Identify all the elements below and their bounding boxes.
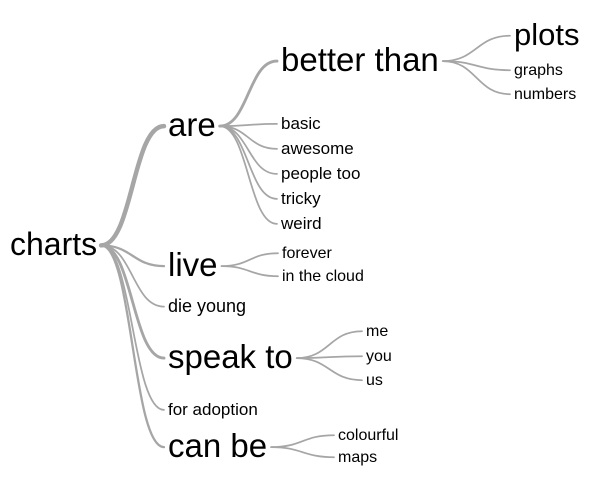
word-for-adoption: for adoption [168, 400, 258, 419]
word-are: are [168, 106, 216, 143]
link-to-live [99, 244, 166, 268]
word-die-young: die young [168, 296, 246, 316]
link-to-plots [441, 34, 511, 62]
link-to-can-be [99, 244, 166, 449]
link-to-in-the-cloud [220, 265, 279, 278]
branch-links [98, 34, 511, 459]
link-to-colourful [270, 434, 335, 448]
link-to-us [295, 357, 363, 382]
link-to-people-too [218, 125, 278, 175]
word-speak-to: speak to [168, 338, 293, 375]
link-to-better-than [218, 59, 279, 128]
link-to-for-adoption [100, 244, 165, 411]
word-awesome: awesome [281, 139, 354, 158]
word-us: us [366, 372, 383, 389]
word-can-be: can be [168, 427, 267, 464]
link-to-forever [220, 252, 279, 267]
word-colourful: colourful [338, 427, 398, 444]
word-you: you [366, 348, 392, 365]
word-basic: basic [281, 114, 321, 133]
word-charts: charts [10, 226, 97, 262]
word-me: me [366, 323, 388, 340]
word-forever: forever [282, 245, 332, 262]
word-better-than: better than [281, 41, 439, 78]
link-to-numbers [441, 60, 511, 96]
word-graphs: graphs [514, 62, 563, 79]
word-labels: charts are better than plots graphs numbers ba… [10, 17, 579, 466]
word-maps: maps [338, 449, 377, 466]
word-people-too: people too [281, 164, 360, 183]
link-to-are [98, 123, 167, 248]
word-live: live [168, 246, 218, 283]
word-weird: weird [280, 214, 322, 233]
word-in-the-cloud: in the cloud [282, 268, 364, 285]
word-tricky: tricky [281, 189, 321, 208]
link-to-speak-to [99, 243, 166, 360]
word-plots: plots [514, 17, 579, 52]
word-numbers: numbers [514, 86, 576, 103]
link-to-weird [218, 125, 278, 225]
link-to-maps [270, 446, 335, 459]
link-to-me [295, 330, 363, 359]
